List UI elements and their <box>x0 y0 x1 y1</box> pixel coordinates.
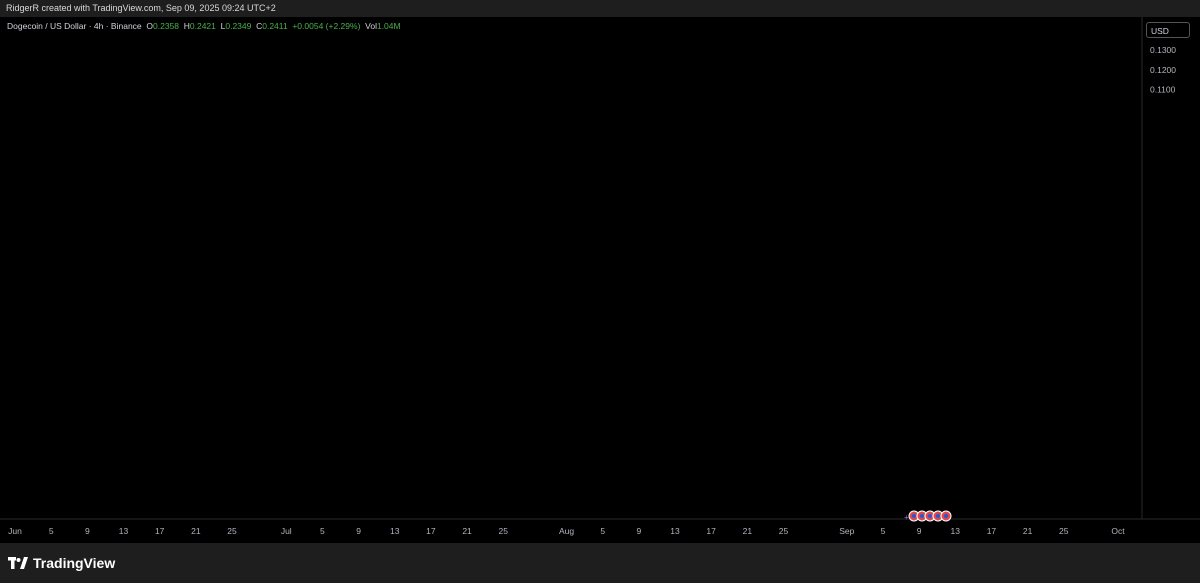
event-markers <box>908 510 952 522</box>
event-marker-plus: + <box>904 513 909 522</box>
price-tick-label: 0.1200 <box>1150 65 1176 75</box>
attribution-text: RidgerR created with TradingView.com, Se… <box>6 3 276 13</box>
event-marker-dot <box>927 513 933 519</box>
time-tick-label: 5 <box>320 526 325 536</box>
time-tick-label: 5 <box>49 526 54 536</box>
time-tick-label: 13 <box>119 526 129 536</box>
open-value: 0.2358 <box>153 21 180 31</box>
time-tick-label: Sep <box>839 526 854 536</box>
price-tick-label: 0.1100 <box>1150 85 1176 95</box>
time-tick-label: 9 <box>636 526 641 536</box>
time-tick-label: 25 <box>779 526 789 536</box>
tradingview-logo[interactable]: TradingView <box>8 555 115 571</box>
time-tick-label: 25 <box>499 526 509 536</box>
time-tick-label: 21 <box>462 526 472 536</box>
symbol-legend: Dogecoin / US Dollar · 4h · Binance O0.2… <box>7 21 401 31</box>
time-tick-label: 25 <box>1059 526 1069 536</box>
close-value: 0.2411 <box>262 21 288 31</box>
time-tick-label: Jun <box>8 526 22 536</box>
time-tick-label: 21 <box>743 526 753 536</box>
footer-bar: TradingView <box>0 543 1200 583</box>
symbol-title: Dogecoin / US Dollar · 4h · Binance <box>7 21 142 31</box>
time-tick-label: 13 <box>390 526 400 536</box>
time-tick-label: 21 <box>191 526 201 536</box>
time-tick-label: Oct <box>1111 526 1125 536</box>
price-tick-label: 0.1300 <box>1150 45 1176 55</box>
time-tick-label: 17 <box>987 526 997 536</box>
time-tick-label: 5 <box>881 526 886 536</box>
time-tick-label: 21 <box>1023 526 1033 536</box>
time-tick-label: Aug <box>559 526 574 536</box>
event-marker-dot <box>943 513 949 519</box>
event-marker-dot <box>919 513 925 519</box>
time-tick-label: 9 <box>917 526 922 536</box>
chart-pane[interactable]: 0.34000.33000.32000.31000.30000.29000.28… <box>0 0 1200 543</box>
low-value: 0.2349 <box>225 21 252 31</box>
volume-value: 1.04M <box>376 21 401 31</box>
time-tick-label: Jul <box>281 526 292 536</box>
event-marker-dot <box>911 513 917 519</box>
time-tick-label: 17 <box>706 526 716 536</box>
change-value: +0.0054 (+2.29%) <box>292 21 361 31</box>
price-chart[interactable]: 0.34000.33000.32000.31000.30000.29000.28… <box>0 0 1200 543</box>
currency-selector[interactable]: USD <box>1146 22 1190 38</box>
tradingview-logo-icon <box>8 557 28 569</box>
brand-name: TradingView <box>33 555 116 571</box>
high-value: 0.2421 <box>189 21 216 31</box>
time-tick-label: 9 <box>356 526 361 536</box>
event-marker-dot <box>935 513 941 519</box>
time-tick-label: 9 <box>85 526 90 536</box>
time-tick-label: 17 <box>426 526 436 536</box>
time-tick-label: 25 <box>227 526 237 536</box>
attribution-bar: RidgerR created with TradingView.com, Se… <box>0 0 1200 17</box>
time-tick-label: 13 <box>670 526 680 536</box>
time-tick-label: 13 <box>951 526 961 536</box>
time-tick-label: 5 <box>600 526 605 536</box>
time-tick-label: 17 <box>155 526 165 536</box>
